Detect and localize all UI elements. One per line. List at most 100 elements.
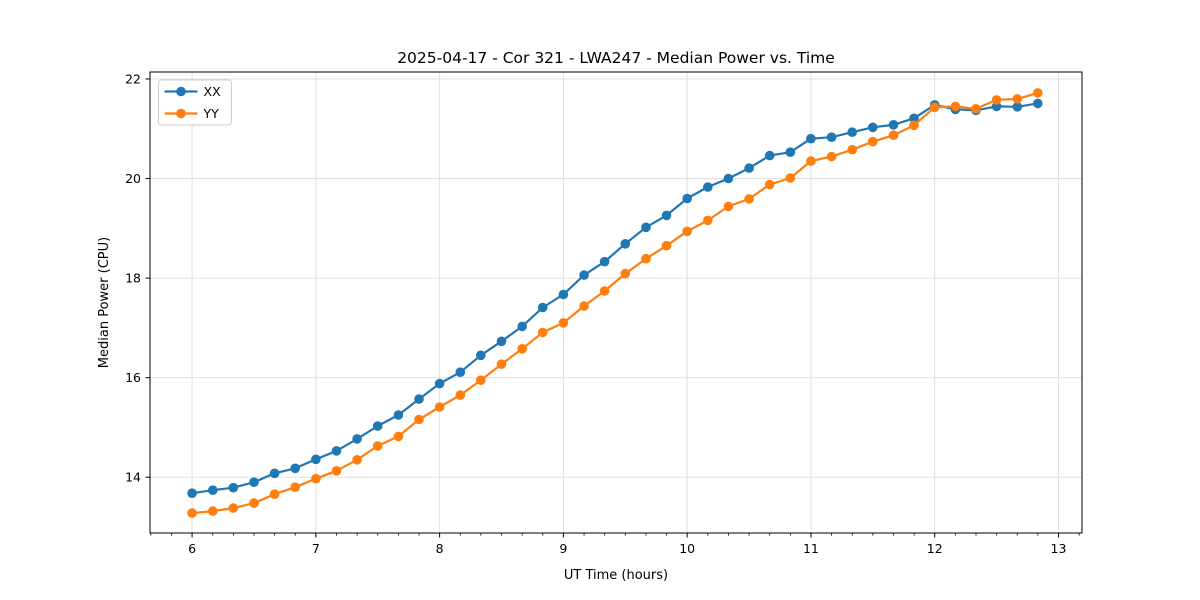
data-point-YY xyxy=(455,390,466,400)
data-point-YY xyxy=(476,375,486,386)
data-point-XX xyxy=(1033,98,1043,109)
data-point-XX xyxy=(269,468,280,479)
data-point-YY xyxy=(682,226,692,237)
y-tick-label: 22 xyxy=(125,71,141,86)
data-point-XX xyxy=(311,454,321,465)
data-point-YY xyxy=(372,441,383,451)
data-point-YY xyxy=(496,359,507,370)
legend-marker-sample xyxy=(176,86,186,97)
data-point-XX xyxy=(517,321,527,332)
x-tick-label: 7 xyxy=(312,541,320,556)
data-point-XX xyxy=(661,210,672,221)
data-point-YY xyxy=(558,318,569,328)
data-point-XX xyxy=(888,120,899,130)
data-point-XX xyxy=(331,446,342,456)
chart-title: 2025-04-17 - Cor 321 - LWA247 - Median P… xyxy=(397,49,835,67)
grid-layer xyxy=(150,72,1082,533)
data-point-XX xyxy=(414,394,424,404)
data-point-YY xyxy=(537,327,548,338)
data-point-XX xyxy=(641,222,651,233)
data-point-YY xyxy=(991,95,1002,105)
x-tick-label: 13 xyxy=(1051,541,1067,556)
data-point-YY xyxy=(290,482,301,493)
legend: XX YY xyxy=(158,79,232,126)
data-point-XX xyxy=(703,182,713,192)
x-axis-label: UT Time (hours) xyxy=(564,568,668,583)
data-point-XX xyxy=(434,378,445,389)
data-point-YY xyxy=(414,414,424,425)
data-point-YY xyxy=(352,455,362,465)
x-tick-label: 10 xyxy=(679,541,695,556)
x-tick-label: 11 xyxy=(803,541,819,556)
data-point-YY xyxy=(599,286,610,296)
data-point-YY xyxy=(744,194,754,204)
data-point-YY xyxy=(641,253,651,264)
data-point-XX xyxy=(764,150,775,161)
data-point-YY xyxy=(1033,88,1043,98)
data-point-XX xyxy=(208,485,218,496)
data-point-YY xyxy=(620,268,631,279)
data-point-YY xyxy=(723,201,734,212)
data-point-YY xyxy=(826,151,837,162)
data-point-YY xyxy=(785,173,796,183)
data-point-YY xyxy=(661,240,672,251)
data-point-YY xyxy=(579,301,589,311)
data-point-XX xyxy=(393,410,404,420)
legend-label: XX xyxy=(204,84,222,99)
data-point-XX xyxy=(1012,102,1023,112)
data-point-YY xyxy=(331,466,342,476)
data-point-YY xyxy=(929,102,940,113)
data-point-XX xyxy=(455,367,466,378)
data-point-XX xyxy=(826,132,837,142)
data-point-YY xyxy=(703,215,713,226)
data-point-YY xyxy=(1012,94,1023,104)
data-point-XX xyxy=(847,127,857,137)
data-point-XX xyxy=(723,173,734,184)
data-point-XX xyxy=(249,477,259,488)
data-point-XX xyxy=(909,113,919,124)
data-point-YY xyxy=(311,473,321,484)
data-point-XX xyxy=(579,270,589,280)
data-point-YY xyxy=(517,344,527,354)
y-axis-label: Median Power (CPU) xyxy=(97,237,112,368)
data-point-YY xyxy=(806,156,816,166)
data-point-YY xyxy=(269,489,280,500)
y-tick-label: 18 xyxy=(125,271,141,286)
data-point-YY xyxy=(950,101,961,112)
y-tick-label: 20 xyxy=(125,171,141,186)
data-point-YY xyxy=(971,104,981,114)
legend-marker-sample xyxy=(176,108,186,119)
data-point-XX xyxy=(744,163,754,173)
data-point-XX xyxy=(372,421,383,431)
data-point-XX xyxy=(476,350,486,361)
series-XX-line xyxy=(191,102,1038,495)
x-tick-label: 6 xyxy=(188,541,196,556)
data-point-YY xyxy=(909,120,919,131)
data-point-XX xyxy=(599,256,610,267)
x-tick-label: 8 xyxy=(436,541,444,556)
data-point-YY xyxy=(868,136,878,147)
data-point-XX xyxy=(558,289,569,300)
series-YY-line xyxy=(191,91,1039,515)
data-point-YY xyxy=(187,508,197,518)
data-point-XX xyxy=(537,302,548,313)
x-tick-label: 9 xyxy=(559,541,567,556)
data-point-YY xyxy=(208,506,218,516)
data-point-XX xyxy=(806,133,816,144)
legend-label: YY xyxy=(203,106,220,121)
data-point-XX xyxy=(496,336,507,347)
data-point-XX xyxy=(868,122,878,133)
data-point-XX xyxy=(352,434,362,444)
data-point-XX xyxy=(682,193,692,204)
data-point-YY xyxy=(249,498,259,508)
x-tick-label: 12 xyxy=(927,541,943,556)
axes-layer: 6 7 8 9 10 11 12 13 14 16 18 20 22 xyxy=(125,71,1083,556)
y-tick-label: 14 xyxy=(125,470,141,485)
data-point-YY xyxy=(434,402,445,412)
data-point-YY xyxy=(228,503,239,513)
data-point-YY xyxy=(888,130,899,140)
y-tick-label: 16 xyxy=(125,370,141,385)
data-point-YY xyxy=(764,179,775,190)
data-point-XX xyxy=(187,488,197,499)
